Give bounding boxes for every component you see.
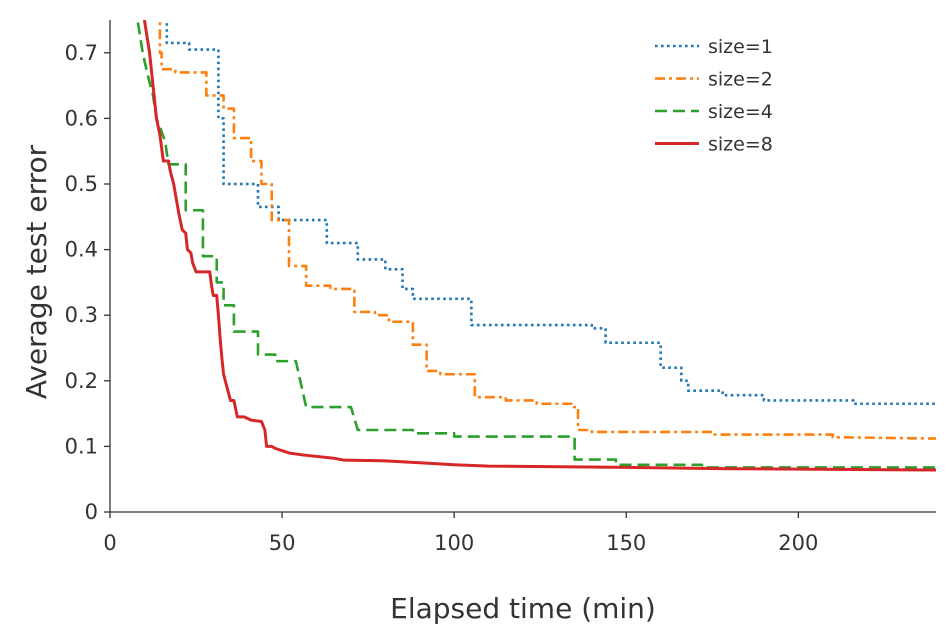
series-line-size-8 <box>142 20 936 472</box>
legend-label: size=8 <box>708 134 773 156</box>
legend: size=1 size=2 size=4 size=8 <box>655 36 773 156</box>
series-line-size-1 <box>165 20 936 406</box>
x-tick-label: 50 <box>269 531 296 555</box>
y-tick-label: 0.4 <box>65 238 98 262</box>
axes <box>109 20 936 513</box>
y-tick-label: 0 <box>85 500 98 524</box>
y-ticks: 0 0.1 0.2 0.3 0.4 0.5 0.6 0.7 <box>65 41 110 524</box>
legend-label: size=1 <box>708 36 773 58</box>
y-tick-label: 0.5 <box>65 172 98 196</box>
y-axis-title: Average test error <box>20 144 53 399</box>
y-tick-label: 0.3 <box>65 303 98 327</box>
x-axis-title: Elapsed time (min) <box>390 592 656 625</box>
x-tick-label: 150 <box>606 531 646 555</box>
y-tick-label: 0.6 <box>65 106 98 130</box>
series-line-size-2 <box>158 20 936 440</box>
legend-label: size=2 <box>708 69 773 91</box>
x-tick-label: 0 <box>103 531 116 555</box>
x-tick-label: 100 <box>434 531 474 555</box>
series-layer <box>136 20 936 472</box>
x-ticks: 0 50 100 150 200 <box>103 512 818 555</box>
y-tick-label: 0.1 <box>65 434 98 458</box>
x-tick-label: 200 <box>778 531 818 555</box>
y-tick-label: 0.7 <box>65 41 98 65</box>
legend-label: size=4 <box>708 101 773 123</box>
y-tick-label: 0.2 <box>65 369 98 393</box>
series-line-size-4 <box>136 20 936 469</box>
